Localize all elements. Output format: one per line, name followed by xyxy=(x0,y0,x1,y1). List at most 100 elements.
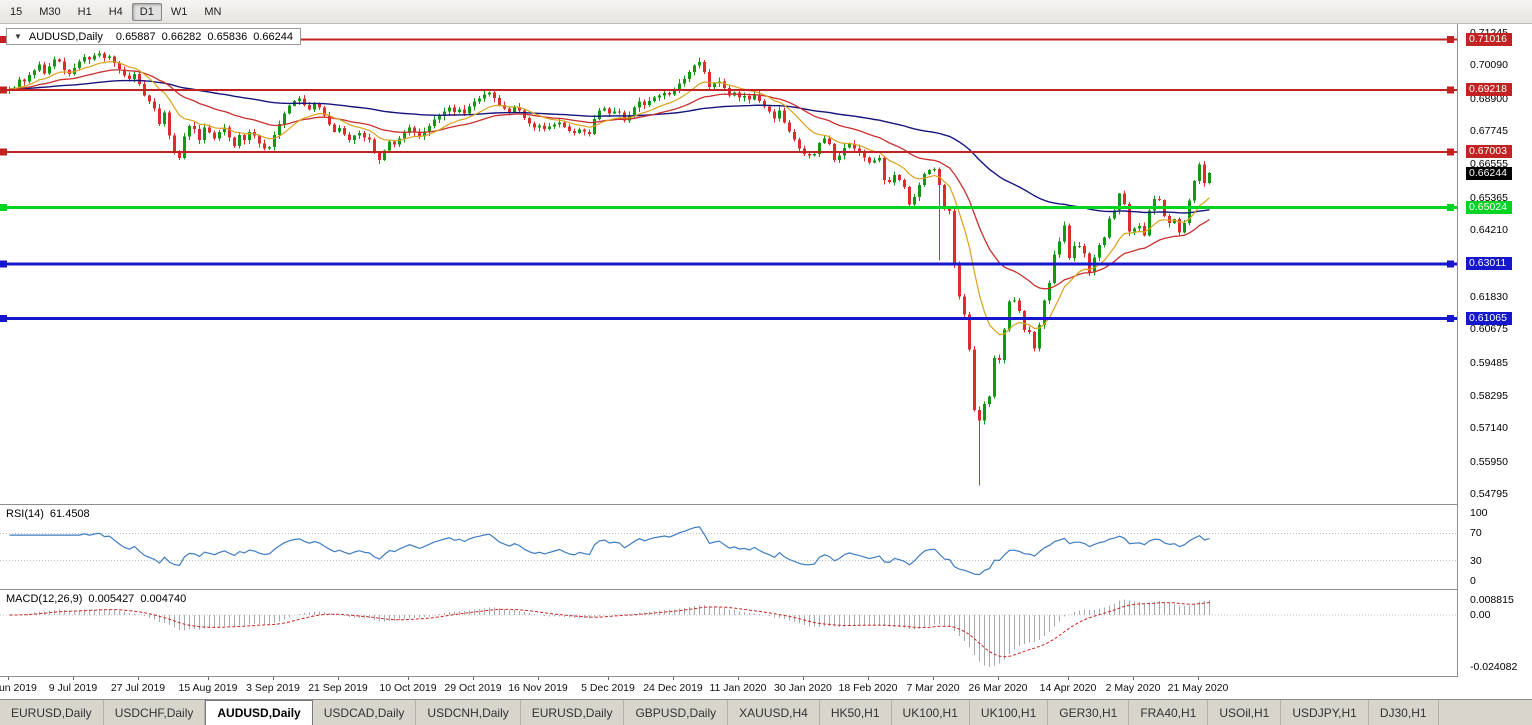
price-axis-tick: 0.54795 xyxy=(1470,488,1508,501)
macd-main-value: 0.005427 xyxy=(88,593,135,605)
level-price-tag: 0.71016 xyxy=(1466,32,1512,46)
rsi-axis-tick: 30 xyxy=(1470,554,1482,567)
time-axis-tick xyxy=(208,677,209,680)
time-axis-tick xyxy=(738,677,739,680)
panel-separator xyxy=(0,676,1532,677)
date-label: 3 Sep 2019 xyxy=(246,682,300,694)
time-axis[interactable]: 20 Jun 2019 9 Jul 2019 27 Jul 2019 15 Aug 2… xyxy=(0,677,1532,699)
tab-usdchf-daily[interactable]: USDCHF,Daily xyxy=(104,700,206,725)
price-axis-tick: 0.55950 xyxy=(1470,455,1508,468)
tab-audusd-daily[interactable]: AUDUSD,Daily xyxy=(205,700,313,725)
time-axis-tick xyxy=(608,677,609,680)
date-label: 24 Dec 2019 xyxy=(643,682,703,694)
chart-dropdown-icon[interactable]: ▼ xyxy=(14,32,22,41)
timeframe-button-15[interactable]: 15 xyxy=(10,5,23,18)
tab-xauusd-h4[interactable]: XAUUSD,H4 xyxy=(728,700,820,725)
date-label: 7 Mar 2020 xyxy=(906,682,960,694)
chart-tab-bar: EURUSD,Daily USDCHF,Daily AUDUSD,Daily USDC… xyxy=(0,699,1532,725)
ohlc-close: 0.66244 xyxy=(253,30,293,43)
tab-hk50-h1[interactable]: HK50,H1 xyxy=(820,700,892,725)
tab-usdjpy-h1[interactable]: USDJPY,H1 xyxy=(1281,700,1369,725)
level-price-tag: 0.65024 xyxy=(1466,200,1512,214)
time-axis-tick xyxy=(538,677,539,680)
tab-fra40-h1[interactable]: FRA40,H1 xyxy=(1129,700,1209,725)
price-axis-tick: 0.64210 xyxy=(1470,224,1508,237)
timeframe-button-d1[interactable]: D1 xyxy=(131,2,162,21)
time-axis-tick xyxy=(73,677,74,680)
timeframe-button-h1[interactable]: H1 xyxy=(77,5,92,18)
tab-gbpusd-daily[interactable]: GBPUSD,Daily xyxy=(624,700,729,725)
date-label: 9 Jul 2019 xyxy=(48,682,98,694)
price-axis-tick: 0.61830 xyxy=(1470,290,1508,303)
date-label: 29 Oct 2019 xyxy=(444,682,502,694)
ohlc-open: 0.65887 xyxy=(115,30,156,43)
timeframe-toolbar: 15 M30 H1 H4 D1 W1 MN xyxy=(0,0,1532,24)
level-price-tag: 0.63011 xyxy=(1466,257,1512,271)
chart-title-box: ▼ AUDUSD,Daily 0.65887 0.66282 0.65836 0.66… xyxy=(6,28,301,45)
time-axis-tick xyxy=(473,677,474,680)
date-label: 11 Jan 2020 xyxy=(709,682,767,694)
macd-name: MACD(12,26,9) xyxy=(6,593,83,605)
date-label: 2 May 2020 xyxy=(1105,682,1161,694)
panel-separator[interactable] xyxy=(0,504,1532,505)
tab-uk100-h1[interactable]: UK100,H1 xyxy=(970,700,1049,725)
time-axis-tick xyxy=(338,677,339,680)
timeframe-button-mn[interactable]: MN xyxy=(204,5,222,18)
time-axis-tick xyxy=(138,677,139,680)
macd-label: MACD(12,26,9) 0.005427 0.004740 xyxy=(6,593,186,605)
ohlc-low: 0.65836 xyxy=(207,30,248,43)
tab-usdcnh-daily[interactable]: USDCNH,Daily xyxy=(416,700,521,725)
timeframe-button-m30[interactable]: M30 xyxy=(39,5,61,18)
price-axis-tick: 0.70090 xyxy=(1470,59,1508,72)
rsi-axis-tick: 100 xyxy=(1470,507,1488,519)
price-axis-tick: 0.57140 xyxy=(1470,422,1508,435)
price-axis-tick: 0.59485 xyxy=(1470,356,1508,369)
price-axis[interactable]: 0.712450.700900.689000.677450.665550.653… xyxy=(1458,24,1532,677)
tab-uk100-h1[interactable]: UK100,H1 xyxy=(892,700,970,725)
macd-signal-value: 0.004740 xyxy=(140,593,187,605)
time-axis-tick xyxy=(673,677,674,680)
date-label: 5 Dec 2019 xyxy=(581,682,635,694)
tab-usoil-h1[interactable]: USOil,H1 xyxy=(1208,700,1282,725)
date-label: 21 May 2020 xyxy=(1167,682,1229,694)
time-axis-tick xyxy=(803,677,804,680)
date-label: 30 Jan 2020 xyxy=(774,682,832,694)
date-label: 15 Aug 2019 xyxy=(178,682,238,694)
price-axis-tick: 0.58295 xyxy=(1470,389,1508,402)
chart-region: ▼ AUDUSD,Daily 0.65887 0.66282 0.65836 0.66… xyxy=(0,24,1532,699)
date-label: 20 Jun 2019 xyxy=(0,682,37,694)
time-axis-tick xyxy=(1133,677,1134,680)
date-label: 26 Mar 2020 xyxy=(968,682,1028,694)
main-price-chart[interactable] xyxy=(0,24,1457,504)
time-axis-tick xyxy=(1068,677,1069,680)
chart-symbol-label: AUDUSD,Daily xyxy=(28,30,103,43)
price-axis-tick: 0.60675 xyxy=(1470,323,1508,336)
rsi-indicator-panel[interactable] xyxy=(0,505,1457,589)
rsi-axis-tick: 70 xyxy=(1470,527,1482,540)
macd-axis-tick: -0.024082 xyxy=(1470,661,1518,673)
ohlc-high: 0.66282 xyxy=(161,30,202,43)
rsi-name: RSI(14) xyxy=(6,508,44,520)
date-label: 14 Apr 2020 xyxy=(1039,682,1097,694)
chart-ohlc-values: 0.65887 0.66282 0.65836 0.66244 xyxy=(110,31,293,43)
date-label: 10 Oct 2019 xyxy=(379,682,437,694)
level-price-tag: 0.61065 xyxy=(1466,311,1512,325)
tab-eurusd-daily[interactable]: EURUSD,Daily xyxy=(521,700,625,725)
date-label: 27 Jul 2019 xyxy=(110,682,166,694)
time-axis-tick xyxy=(273,677,274,680)
level-price-tag: 0.69218 xyxy=(1466,83,1512,97)
time-axis-tick xyxy=(408,677,409,680)
tab-dj30-h1[interactable]: DJ30,H1 xyxy=(1369,700,1439,725)
macd-indicator-panel[interactable] xyxy=(0,590,1457,676)
macd-axis-tick: 0.00 xyxy=(1470,609,1491,622)
timeframe-button-h4[interactable]: H4 xyxy=(108,5,123,18)
tab-ger30-h1[interactable]: GER30,H1 xyxy=(1048,700,1130,725)
tab-eurusd-daily[interactable]: EURUSD,Daily xyxy=(0,700,104,725)
time-axis-tick xyxy=(868,677,869,680)
macd-axis-tick: 0.008815 xyxy=(1470,593,1514,606)
rsi-axis-tick: 0 xyxy=(1470,575,1476,587)
date-label: 18 Feb 2020 xyxy=(838,682,898,694)
tab-usdcad-daily[interactable]: USDCAD,Daily xyxy=(313,700,417,725)
timeframe-button-w1[interactable]: W1 xyxy=(170,5,188,18)
panel-separator[interactable] xyxy=(0,589,1532,590)
